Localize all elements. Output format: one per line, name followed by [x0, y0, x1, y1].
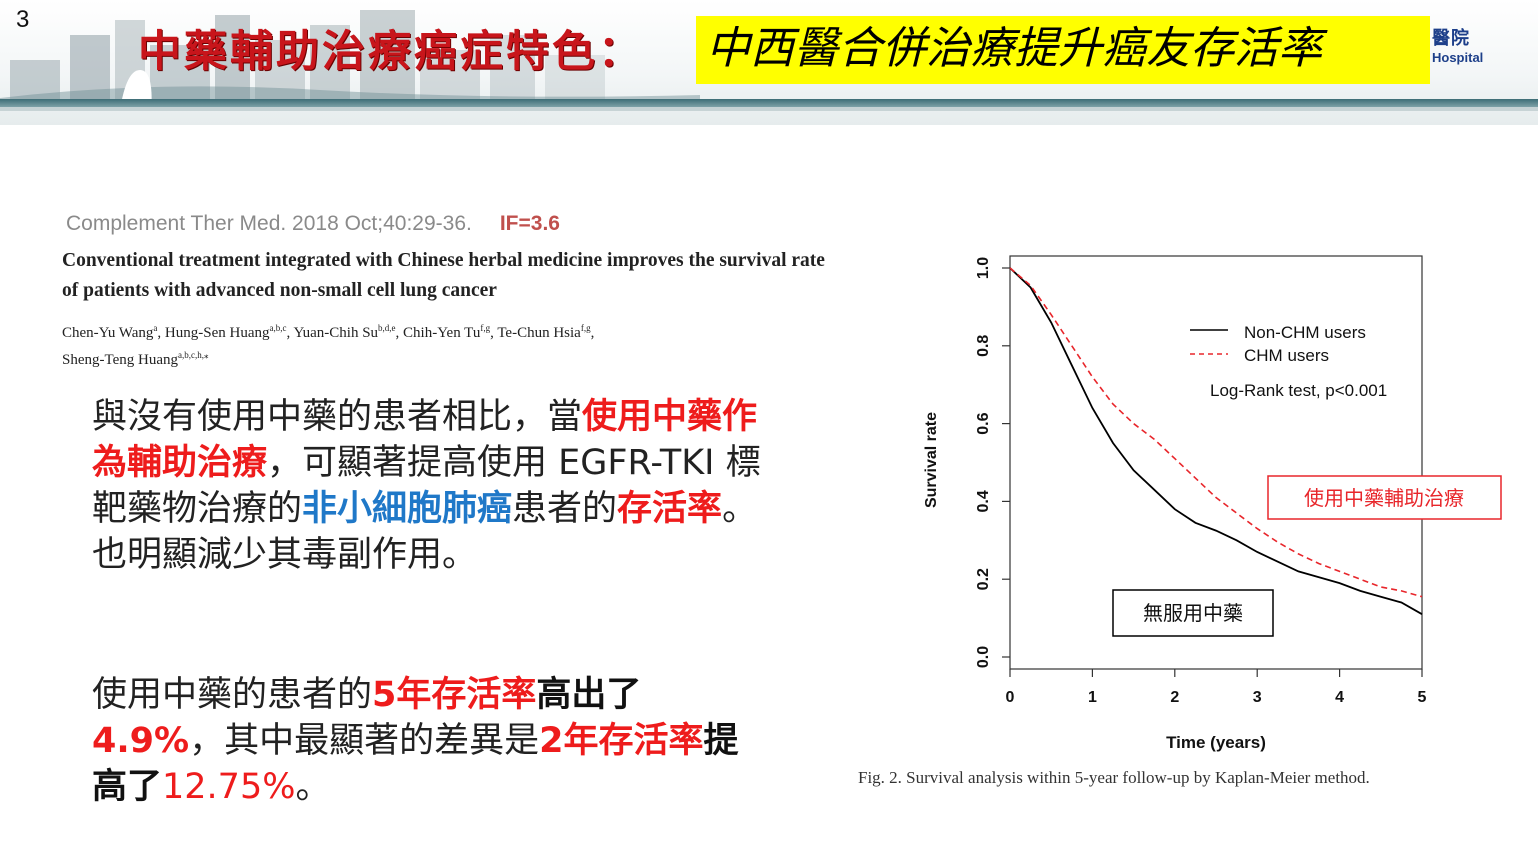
legend: Non-CHM users CHM users Log-Rank test, p… — [1190, 323, 1387, 400]
x-tick-label: 3 — [1253, 689, 1262, 706]
hospital-logo-line1: 醫院 — [1432, 28, 1470, 49]
y-axis-label: Survival rate — [923, 412, 940, 508]
y-tick-label: 1.0 — [975, 257, 992, 279]
author: Te-Chun Hsia — [497, 325, 581, 341]
para2-text: 。 — [295, 767, 331, 807]
plot-frame — [1009, 255, 1423, 670]
author: Chih-Yen Tu — [403, 325, 481, 341]
x-tick-label: 2 — [1170, 689, 1179, 706]
para2-text: ，其中最顯著的差異是 — [189, 721, 540, 761]
y-tick-label: 0.6 — [975, 412, 992, 434]
author: Hung-Sen Huang — [164, 325, 270, 341]
x-tick-label: 1 — [1088, 689, 1097, 706]
callout-non-chm-box — [1112, 589, 1274, 637]
header-divider — [0, 99, 1538, 107]
legend-label-chm: CHM users — [1244, 346, 1329, 365]
x-tick-label: 0 — [1006, 689, 1015, 706]
author-affiliation: b,d,e — [378, 323, 396, 333]
para2-highlight: 4.9% — [92, 721, 190, 761]
author: Yuan-Chih Su — [293, 325, 379, 341]
author-affiliation: a,b,c — [269, 323, 287, 333]
page-title-left: 中藥輔助治療癌症特色： — [138, 27, 644, 77]
figure-caption: Fig. 2. Survival analysis within 5-year … — [858, 768, 1370, 787]
series-line-chm — [1009, 267, 1423, 598]
citation-source: Complement Ther Med. 2018 Oct;40:29-36. — [66, 212, 472, 235]
paper-title: Conventional treatment integrated with C… — [62, 250, 825, 301]
y-tick-label: 0.8 — [975, 335, 992, 357]
para1-highlight-chm: 使用中藥作為輔助治療 — [92, 397, 758, 483]
callout-non-chm-label: 無服用中藥 — [1143, 601, 1243, 625]
author-affiliation: f,g — [480, 323, 491, 333]
y-axis: 0.0 0.2 0.4 0.6 0.8 1.0 — [975, 257, 1010, 668]
para2-text: 使用中藥的患者的 — [92, 675, 373, 715]
journal-citation: Complement Ther Med. 2018 Oct;40:29-36. I… — [66, 212, 560, 236]
y-tick-label: 0.2 — [975, 568, 992, 590]
x-axis-label: Time (years) — [1166, 733, 1266, 752]
author-affiliation: a — [153, 323, 158, 333]
para1-text: 。也明顯減少其毒副作用。 — [92, 489, 758, 575]
slide-number: 3 — [16, 6, 30, 33]
impact-factor: IF=3.6 — [499, 212, 560, 235]
para1-text: 與沒有使用中藥的患者相比，當 — [92, 397, 583, 437]
para1-highlight-nsclc: 非小細胞肺癌 — [302, 489, 513, 529]
para1-text: 患者的 — [512, 489, 618, 529]
summary-paragraph-2: 使用中藥的患者的5年存活率高出了 4.9%，其中最顯著的差異是2年存活率提高了12… — [92, 672, 762, 810]
y-tick-label: 0.4 — [975, 490, 992, 512]
author-affiliation: f,g — [580, 323, 591, 333]
header-divider-light — [0, 107, 1538, 111]
para1-text: ，可顯著提高使用 EGFR-TKI 標靶藥物治療的 — [92, 443, 761, 529]
para2-highlight: 2年存活率 — [539, 721, 704, 761]
log-rank-annotation: Log-Rank test, p<0.001 — [1210, 381, 1387, 400]
x-axis: 0 1 2 3 4 5 — [1006, 669, 1427, 706]
author-list: Chen-Yu Wanga, Hung-Sen Huanga,b,c, Yuan… — [62, 323, 595, 368]
legend-label-non-chm: Non-CHM users — [1244, 323, 1366, 342]
slide-header: 3 中藥輔助治療癌症特色： 中西醫合併治療提升癌友存活率 醫院 Hospital — [0, 0, 1538, 125]
hospital-skyline-image — [0, 10, 700, 110]
hospital-logo: 醫院 Hospital — [1432, 24, 1512, 74]
author-affiliation: a,b,c,h,⁎ — [178, 350, 209, 360]
series-line-non-chm — [1009, 267, 1423, 615]
page-title-highlight: 中西醫合併治療提升癌友存活率 — [696, 16, 1430, 84]
callout-chm-label: 使用中藥輔助治療 — [1304, 486, 1464, 510]
para2-highlight: 12.75% — [162, 767, 296, 807]
x-tick-label: 5 — [1418, 689, 1427, 706]
callout-chm-box — [1267, 475, 1502, 520]
para2-text-bold: 高出了 — [536, 675, 642, 715]
para1-highlight-survival: 存活率 — [617, 489, 723, 529]
summary-paragraph-1: 與沒有使用中藥的患者相比，當使用中藥作為輔助治療，可顯著提高使用 EGFR-TK… — [92, 394, 762, 578]
para2-text-bold: 提高了 — [92, 721, 739, 807]
y-tick-label: 0.0 — [975, 646, 992, 668]
author: Sheng-Teng Huang — [62, 352, 179, 368]
author: Chen-Yu Wang — [62, 325, 154, 341]
series-layer — [1009, 267, 1423, 615]
para2-highlight: 5年存活率 — [372, 675, 537, 715]
hospital-logo-line2: Hospital — [1432, 50, 1484, 65]
x-tick-label: 4 — [1335, 689, 1344, 706]
